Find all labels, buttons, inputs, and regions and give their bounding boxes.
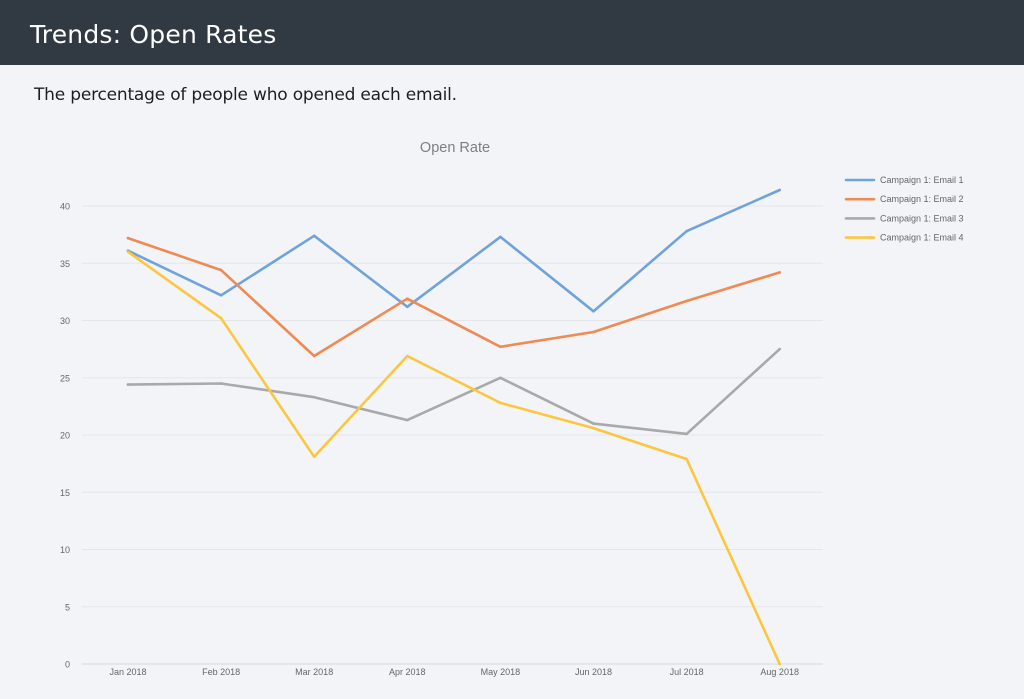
data-point: [499, 401, 502, 405]
y-axis: 0 5 10 15 20 25 30 35 40: [60, 202, 70, 670]
x-axis: Jan 2018 Feb 2018 Mar 2018 Apr 2018 May 2018…: [109, 667, 798, 677]
data-point: [219, 294, 223, 297]
legend-label: Campaign 1: Email 1: [880, 175, 964, 185]
data-point: [126, 383, 130, 386]
data-point: [406, 418, 409, 422]
data-point: [312, 234, 316, 238]
data-point: [406, 297, 409, 301]
data-point: [592, 422, 595, 425]
data-point: [126, 236, 130, 240]
x-tick-label: Jul 2018: [670, 667, 704, 677]
data-point: [592, 330, 595, 334]
series-line-email-3: [126, 347, 782, 436]
data-point: [406, 354, 409, 358]
data-point: [778, 271, 781, 274]
data-point: [312, 395, 316, 399]
header-bar: Trends: Open Rates: [0, 0, 1024, 65]
y-tick-label: 15: [60, 488, 70, 498]
x-tick-label: Apr 2018: [389, 667, 426, 677]
y-tick-label: 30: [60, 316, 70, 326]
data-point: [778, 347, 781, 351]
y-tick-label: 10: [60, 545, 70, 555]
x-tick-label: Aug 2018: [760, 667, 799, 677]
y-tick-label: 40: [60, 202, 70, 212]
data-point: [406, 305, 409, 309]
y-tick-label: 0: [65, 660, 70, 670]
series-lines: [126, 188, 782, 666]
data-point: [592, 426, 595, 430]
data-point: [685, 229, 688, 233]
data-point: [499, 345, 502, 349]
series-line-email-4: [126, 250, 782, 666]
x-tick-label: Jun 2018: [575, 667, 612, 677]
y-tick-label: 25: [60, 373, 70, 383]
data-point: [312, 354, 316, 358]
chart-title: Open Rate: [420, 140, 490, 156]
data-point: [592, 310, 595, 313]
x-tick-label: Mar 2018: [295, 667, 333, 677]
data-point: [219, 316, 223, 320]
data-point: [778, 662, 781, 666]
x-tick-label: Feb 2018: [202, 667, 240, 677]
data-point: [499, 376, 502, 380]
legend-item-email-3[interactable]: Campaign 1: Email 3: [844, 213, 964, 223]
legend-item-email-4[interactable]: Campaign 1: Email 4: [844, 233, 964, 243]
page-subtitle: The percentage of people who opened each…: [34, 85, 457, 105]
data-point: [778, 188, 781, 192]
series-line-email-1: [126, 188, 782, 313]
legend[interactable]: Campaign 1: Email 1 Campaign 1: Email 2 Ca…: [844, 175, 964, 243]
data-point: [219, 268, 223, 272]
x-tick-label: May 2018: [481, 667, 521, 677]
y-tick-label: 20: [60, 431, 70, 441]
y-tick-label: 35: [60, 259, 70, 269]
data-point: [499, 235, 502, 239]
data-point: [685, 299, 688, 303]
legend-item-email-2[interactable]: Campaign 1: Email 2: [844, 194, 964, 204]
gridlines: [82, 205, 823, 665]
data-point: [219, 382, 223, 385]
legend-label: Campaign 1: Email 4: [880, 233, 964, 243]
legend-label: Campaign 1: Email 3: [880, 213, 964, 223]
y-tick-label: 5: [65, 602, 70, 612]
page-title: Trends: Open Rates: [30, 20, 277, 49]
data-point: [685, 457, 688, 461]
data-point: [312, 455, 316, 459]
series-line-email-2: [126, 236, 782, 358]
legend-item-email-1[interactable]: Campaign 1: Email 1: [844, 175, 964, 185]
data-point: [126, 250, 130, 254]
legend-label: Campaign 1: Email 2: [880, 194, 964, 204]
x-tick-label: Jan 2018: [109, 667, 146, 677]
data-point: [685, 432, 688, 436]
